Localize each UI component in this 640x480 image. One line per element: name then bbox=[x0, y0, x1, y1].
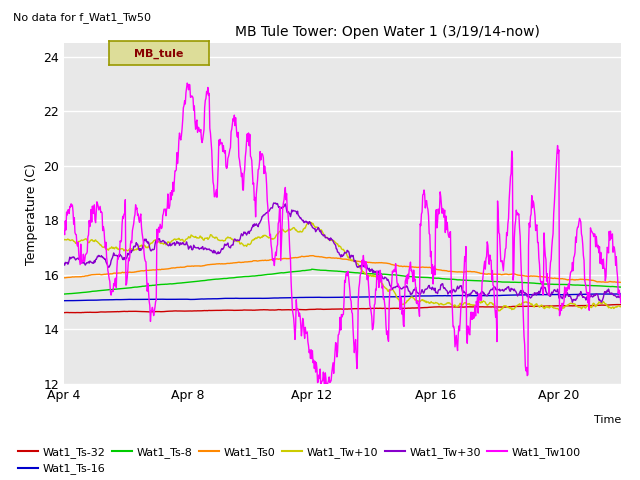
Text: No data for f_Wat1_Tw50: No data for f_Wat1_Tw50 bbox=[13, 12, 151, 23]
Text: Time: Time bbox=[593, 415, 621, 425]
Title: MB Tule Tower: Open Water 1 (3/19/14-now): MB Tule Tower: Open Water 1 (3/19/14-now… bbox=[234, 25, 540, 39]
Y-axis label: Temperature (C): Temperature (C) bbox=[25, 163, 38, 264]
Legend: Wat1_Ts-32, Wat1_Ts-16, Wat1_Ts-8, Wat1_Ts0, Wat1_Tw+10, Wat1_Tw+30, Wat1_Tw100: Wat1_Ts-32, Wat1_Ts-16, Wat1_Ts-8, Wat1_… bbox=[19, 447, 581, 474]
